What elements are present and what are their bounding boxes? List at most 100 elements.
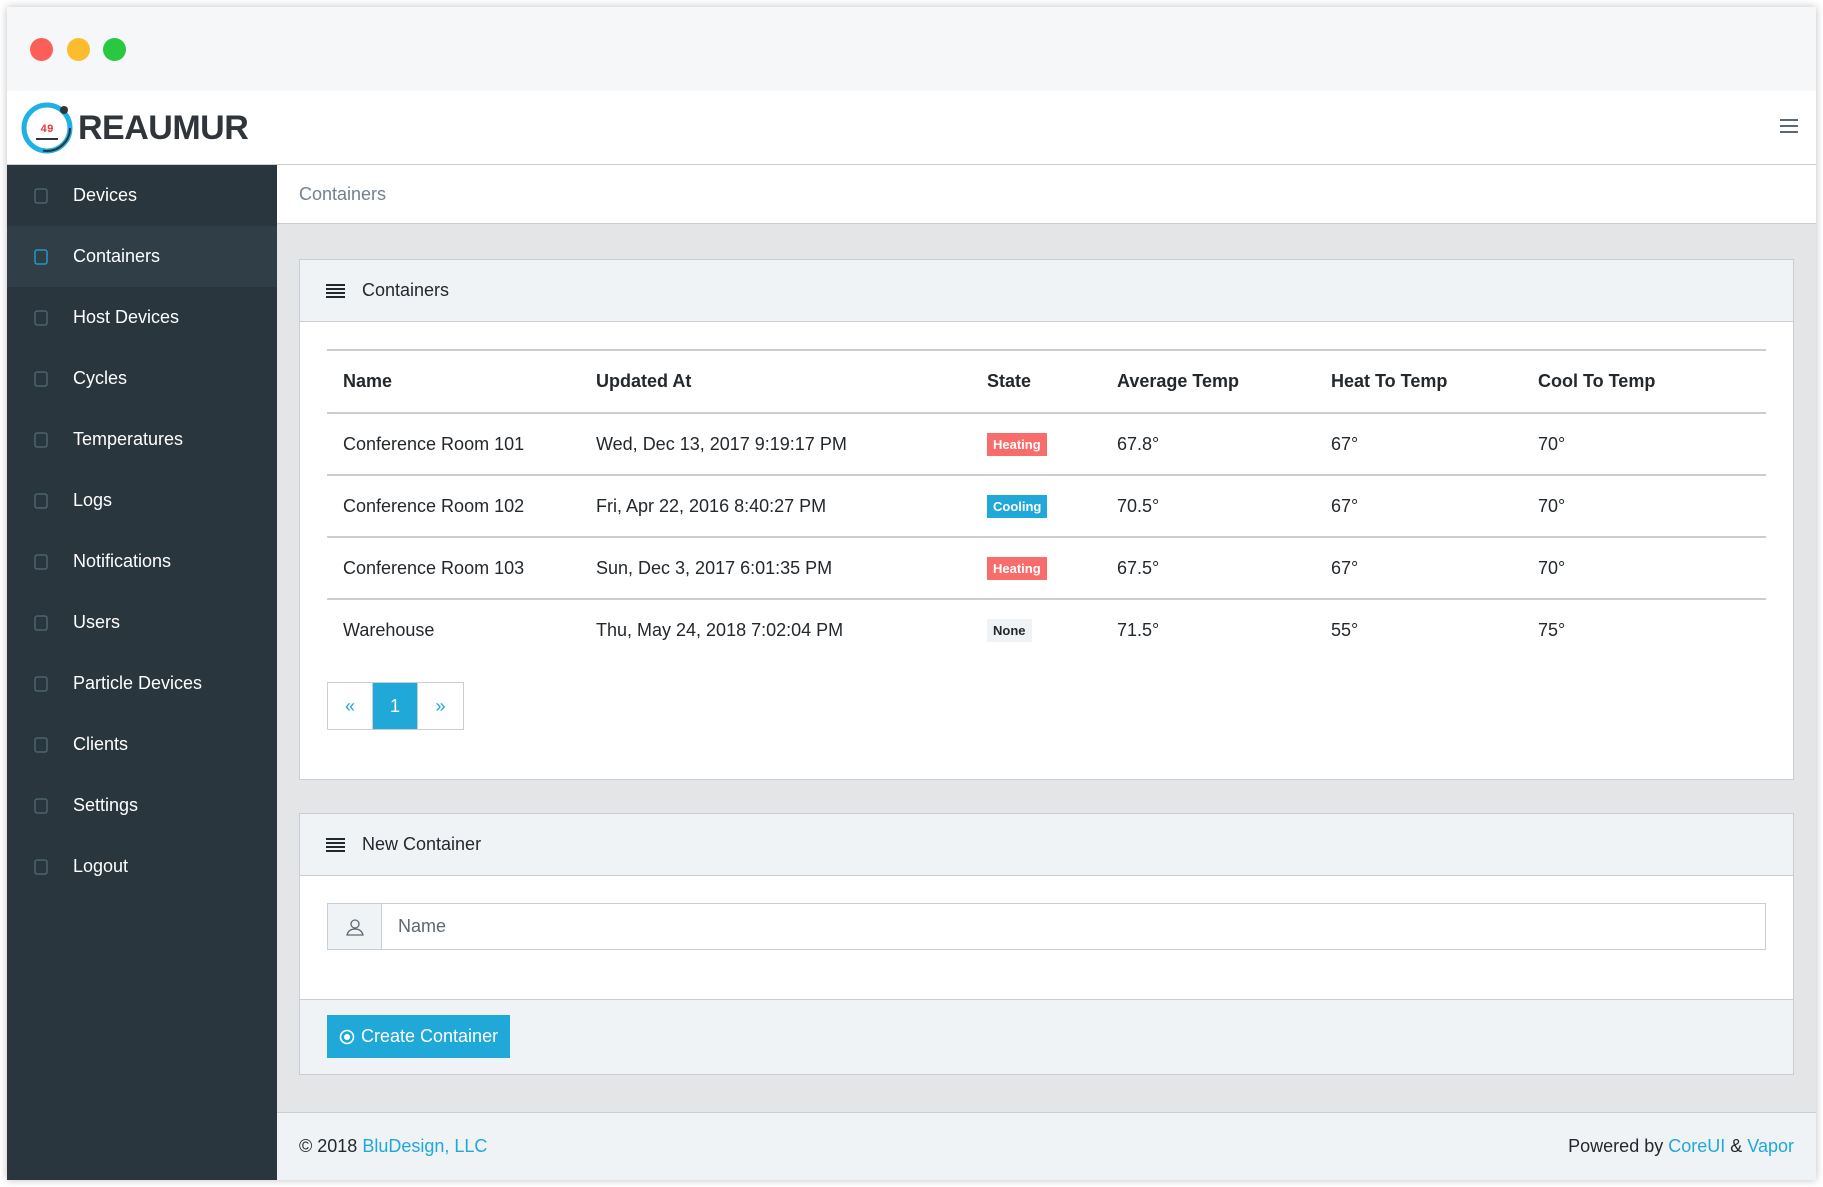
- average-temp-cell: 67.5°: [1101, 537, 1315, 600]
- sidebar-item-label: Temperatures: [73, 429, 184, 449]
- updated-at-cell: Fri, Apr 22, 2016 8:40:27 PM: [580, 475, 971, 538]
- updated-at-cell: Wed, Dec 13, 2017 9:19:17 PM: [580, 413, 971, 476]
- cool-to-temp-cell: 70°: [1522, 475, 1766, 538]
- heat-to-temp-cell: 67°: [1315, 413, 1522, 476]
- sidebar-item-logout[interactable]: Logout: [7, 836, 277, 897]
- table-row[interactable]: Conference Room 103 Sun, Dec 3, 2017 6:0…: [327, 537, 1766, 600]
- close-window-button[interactable]: [30, 38, 53, 61]
- card-title: Containers: [362, 280, 450, 300]
- title-bar: [7, 7, 1816, 91]
- containers-card: Containers Name Updated At State Average Te…: [299, 259, 1794, 780]
- coreui-link[interactable]: CoreUI: [1668, 1136, 1726, 1156]
- list-icon: [326, 282, 345, 300]
- containers-table: Name Updated At State Average Temp Heat To T…: [327, 349, 1766, 661]
- sidebar-item-label: Notifications: [73, 551, 172, 571]
- column-header[interactable]: Average Temp: [1101, 349, 1315, 414]
- container-name-input[interactable]: [382, 904, 1765, 949]
- sidebar-item-cycles[interactable]: Cycles: [7, 348, 277, 409]
- sidebar-item-host-devices[interactable]: Host Devices: [7, 287, 277, 348]
- column-header[interactable]: Updated At: [580, 349, 971, 414]
- table-row[interactable]: Conference Room 102 Fri, Apr 22, 2016 8:…: [327, 475, 1766, 538]
- sidebar-item-logs[interactable]: Logs: [7, 470, 277, 531]
- sidebar: Devices Containers Host Devices Cycles Tempe…: [7, 165, 277, 1180]
- sidebar-item-label: Logout: [73, 856, 129, 876]
- map-icon: [31, 247, 51, 267]
- updated-at-cell: Sun, Dec 3, 2017 6:01:35 PM: [580, 537, 971, 600]
- logo[interactable]: 49 REAUMUR: [20, 101, 249, 155]
- name-input-group: [327, 903, 1766, 950]
- sidebar-item-settings[interactable]: Settings: [7, 775, 277, 836]
- sidebar-item-clients[interactable]: Clients: [7, 714, 277, 775]
- sidebar-item-label: Host Devices: [73, 307, 180, 327]
- app-header: 49 REAUMUR: [7, 91, 1816, 165]
- pagination: « 1 »: [327, 682, 464, 730]
- button-label: Create Container: [361, 1026, 499, 1046]
- sidebar-item-notifications[interactable]: Notifications: [7, 531, 277, 592]
- state-badge: None: [987, 619, 1032, 642]
- powered-by: Powered by: [1568, 1136, 1664, 1156]
- column-header[interactable]: Heat To Temp: [1315, 349, 1522, 414]
- thermostat-logo-icon: 49: [21, 102, 73, 154]
- create-container-button[interactable]: Create Container: [327, 1015, 511, 1058]
- heat-to-temp-cell: 67°: [1315, 537, 1522, 600]
- app-name: REAUMUR: [78, 108, 249, 147]
- ampersand: &: [1730, 1136, 1743, 1156]
- average-temp-cell: 71.5°: [1117, 620, 1160, 640]
- heat-to-temp-cell: 67°: [1315, 475, 1522, 538]
- cool-to-temp-cell: 70°: [1522, 413, 1766, 476]
- name-cell: Warehouse: [343, 620, 435, 640]
- sidebar-item-label: Settings: [73, 795, 139, 815]
- bar-chart-icon: [31, 430, 51, 450]
- state-badge: Heating: [987, 432, 1047, 456]
- column-header[interactable]: Cool To Temp: [1522, 349, 1766, 414]
- user-icon: [328, 904, 382, 949]
- state-badge: Cooling: [987, 494, 1048, 518]
- sidebar-item-label: Particle Devices: [73, 673, 203, 693]
- name-cell: Conference Room 102: [327, 475, 580, 538]
- pagination-prev[interactable]: «: [328, 683, 373, 729]
- list-icon: [326, 836, 345, 854]
- notebook-icon: [31, 491, 51, 511]
- menu-toggle-icon[interactable]: [1780, 119, 1798, 137]
- company-link[interactable]: BluDesign, LLC: [362, 1136, 488, 1156]
- sidebar-item-containers[interactable]: Containers: [7, 226, 277, 287]
- column-header[interactable]: Name: [327, 349, 580, 414]
- state-badge: Heating: [987, 556, 1047, 580]
- column-header[interactable]: State: [971, 349, 1101, 414]
- sidebar-item-devices[interactable]: Devices: [7, 165, 277, 226]
- user-icon: [31, 613, 51, 633]
- new-container-card: New Container Create Container: [299, 813, 1794, 1075]
- table-row[interactable]: Conference Room 101 Wed, Dec 13, 2017 9:…: [327, 413, 1766, 476]
- sidebar-item-particle-devices[interactable]: Particle Devices: [7, 653, 277, 714]
- breadcrumb: Containers: [277, 165, 1816, 224]
- maximize-window-button[interactable]: [103, 38, 126, 61]
- footer: © 2018 BluDesign, LLC Powered by CoreUI …: [277, 1112, 1816, 1180]
- average-temp-cell: 70.5°: [1101, 475, 1315, 538]
- heat-to-temp-cell: 55°: [1331, 620, 1359, 640]
- pagination-next[interactable]: »: [435, 695, 446, 716]
- minimize-window-button[interactable]: [67, 38, 90, 61]
- average-temp-cell: 67.8°: [1101, 413, 1315, 476]
- pagination-page-1[interactable]: 1: [373, 683, 418, 729]
- globe-icon: [31, 674, 51, 694]
- sidebar-item-label: Cycles: [73, 368, 128, 388]
- svg-text:49: 49: [40, 124, 53, 136]
- cool-to-temp-cell: 75°: [1538, 620, 1566, 640]
- location-pin-icon: [31, 186, 51, 206]
- table-row[interactable]: Warehouse Thu, May 24, 2018 7:02:04 PM N…: [327, 599, 1766, 661]
- vapor-link[interactable]: Vapor: [1747, 1136, 1794, 1156]
- signpost-icon: [31, 735, 51, 755]
- speedometer-icon: [31, 796, 51, 816]
- main-content: Containers Containers Name Updated At Stat…: [277, 165, 1816, 1180]
- sidebar-item-label: Clients: [73, 734, 129, 754]
- copyright: © 2018: [299, 1136, 358, 1156]
- bulb-icon: [31, 308, 51, 328]
- sidebar-item-label: Containers: [73, 246, 161, 266]
- name-cell: Conference Room 101: [327, 413, 580, 476]
- logout-icon: [31, 857, 51, 877]
- breadcrumb-item[interactable]: Containers: [299, 183, 387, 204]
- sidebar-item-temperatures[interactable]: Temperatures: [7, 409, 277, 470]
- sidebar-item-label: Users: [73, 612, 121, 632]
- sidebar-item-users[interactable]: Users: [7, 592, 277, 653]
- name-cell: Conference Room 103: [327, 537, 580, 600]
